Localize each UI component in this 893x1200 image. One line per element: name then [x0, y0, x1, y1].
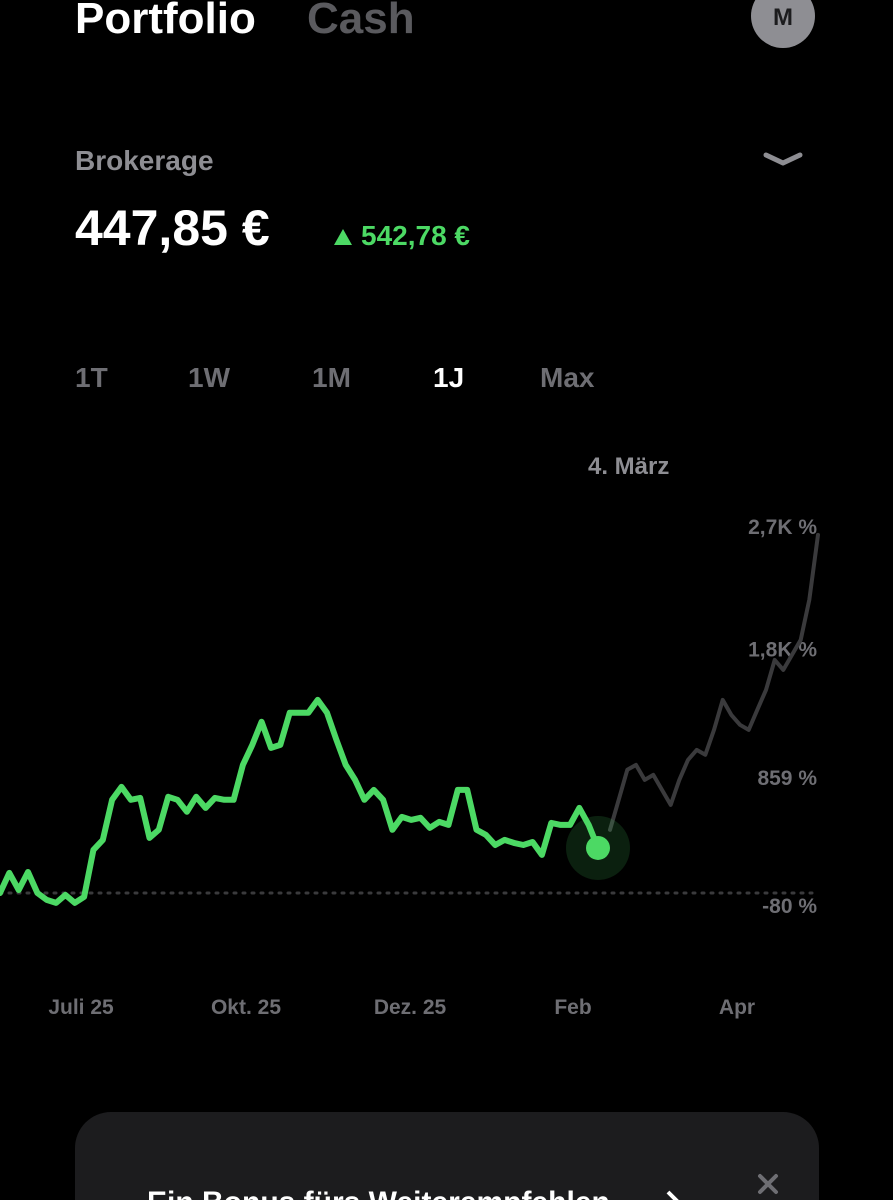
tab-portfolio[interactable]: Portfolio: [75, 0, 256, 43]
current-point: [586, 835, 610, 860]
range-tab[interactable]: 1W: [188, 362, 231, 393]
account-name: Brokerage: [75, 145, 214, 176]
chevron[interactable]: [763, 152, 803, 166]
range-tab[interactable]: 1M: [312, 362, 351, 393]
x-tick-label: Apr: [719, 996, 755, 1019]
annotation: 4. März: [588, 453, 669, 480]
range-tabs: 1T 1W 1M 1J Max: [75, 362, 595, 393]
banner-text: Ein Bonus fürs Weiterempfehlen: [147, 1186, 610, 1200]
avatar[interactable]: [751, 0, 815, 48]
y-tick-label: 1,8K %: [748, 639, 817, 662]
y-tick-label: -80 %: [762, 895, 817, 918]
x-tick-label: Juli 25: [48, 996, 114, 1019]
avatar-initial: M: [773, 4, 793, 31]
range-tab[interactable]: Max: [540, 362, 595, 393]
x-tick-label: Okt. 25: [211, 996, 281, 1019]
balance: 447,85 €: [75, 200, 270, 256]
close-icon[interactable]: [758, 1174, 778, 1194]
chart: 4. März 2,7K % 1,8K % 859 % -80 % Juli 25 Okt.…: [0, 453, 820, 1019]
range-tab[interactable]: 1J: [433, 362, 464, 393]
up-arrow: [334, 229, 352, 245]
y-tick-label: 2,7K %: [748, 516, 817, 539]
series-line: [0, 696, 601, 906]
tab-cash[interactable]: Cash: [307, 0, 415, 43]
banner-card[interactable]: [75, 1112, 819, 1200]
y-tick-label: 859 %: [757, 767, 817, 790]
change: 542,78 €: [361, 220, 470, 251]
x-tick-label: Dez. 25: [374, 996, 447, 1019]
banner-arrow: [666, 1190, 679, 1200]
range-tab[interactable]: 1T: [75, 362, 108, 393]
x-tick-label: Feb: [554, 996, 591, 1019]
series-line: [608, 532, 820, 832]
